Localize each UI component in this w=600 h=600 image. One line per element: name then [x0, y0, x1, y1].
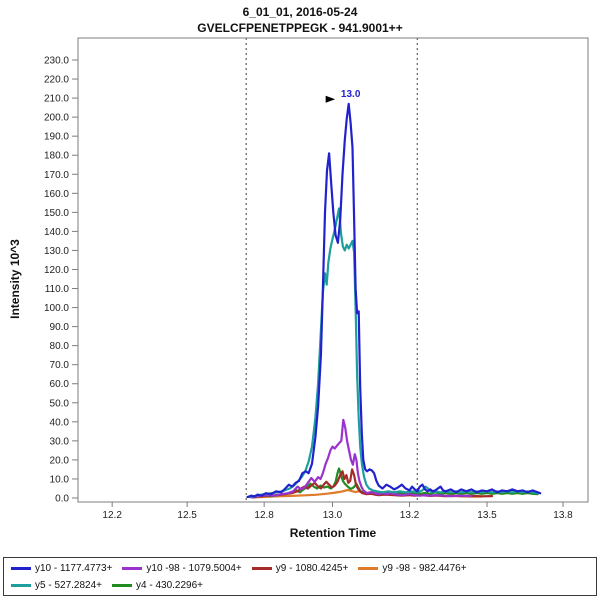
peak-retention-time-label: 13.0 — [341, 89, 361, 100]
x-tick-label: 13.8 — [553, 510, 573, 521]
legend-line-swatch-icon — [11, 566, 31, 570]
legend-label: y10 -98 - 1079.5004+ — [146, 562, 242, 574]
legend-item: y9 -98 - 982.4476+ — [358, 562, 467, 574]
legend: y10 - 1177.4773+ y10 -98 - 1079.5004+ y9 -… — [3, 557, 597, 596]
y-tick-label: 60.0 — [50, 379, 70, 390]
x-tick-label: 12.2 — [102, 510, 122, 521]
legend-line-swatch-icon — [251, 566, 272, 570]
y-tick-label: 160.0 — [44, 189, 69, 200]
legend-item: y10 - 1177.4773+ — [11, 563, 112, 574]
y-tick-label: 10.0 — [50, 474, 70, 485]
y-tick-label: 190.0 — [44, 132, 69, 143]
peak-annotation[interactable]: 13.0 — [325, 89, 361, 103]
y-tick-label: 200.0 — [44, 113, 69, 124]
y-tick-label: 170.0 — [44, 170, 69, 181]
chart-title-line2: GVELCFPENETPPEGK - 941.9001++ — [197, 20, 403, 35]
y-tick-label: 220.0 — [44, 75, 69, 86]
x-tick-label: 13.0 — [323, 510, 343, 521]
series-line-0 — [246, 102, 542, 499]
plot-frame — [77, 37, 589, 503]
peak-boundaries-group — [245, 38, 418, 502]
series-lines-group — [246, 102, 542, 499]
series-line-1 — [250, 418, 473, 499]
y-tick-label: 230.0 — [44, 56, 69, 67]
y-tick-label: 100.0 — [44, 303, 69, 314]
x-tick-label: 12.8 — [254, 510, 274, 521]
y-tick-label: 0.0 — [55, 494, 69, 505]
y-tick-label: 20.0 — [50, 455, 70, 466]
y-tick-label: 50.0 — [50, 398, 70, 409]
x-tick-label: 12.5 — [177, 510, 197, 521]
chart-title-line1: 6_01_01, 2016-05-24 — [242, 5, 358, 19]
legend-row-1: y10 - 1177.4773+ y10 -98 - 1079.5004+ y9 -… — [11, 561, 589, 575]
legend-label: y9 -98 - 982.4476+ — [382, 562, 467, 574]
y-tick-label: 180.0 — [44, 151, 69, 162]
y-axis-title: Intensity 10^3 — [8, 239, 22, 319]
y-tick-label: 110.0 — [45, 284, 70, 295]
axis-ticks-group: 12.2 12.5 12.8 13.0 13.2 13.5 13.8 0.0 10.0 20.0 3… — [44, 56, 573, 522]
x-tick-label: 13.2 — [400, 510, 420, 521]
legend-label: y4 - 430.2296+ — [136, 579, 203, 591]
chart-title: 6_01_01, 2016-05-24 GVELCFPENETPPEGK - 9… — [0, 5, 600, 36]
legend-line-swatch-icon — [112, 583, 132, 587]
x-tick-label: 13.5 — [477, 510, 497, 521]
y-tick-label: 130.0 — [44, 246, 69, 257]
y-tick-label: 90.0 — [50, 322, 70, 333]
y-tick-label: 70.0 — [50, 360, 70, 371]
legend-item: y9 - 1080.4245+ — [251, 562, 349, 574]
legend-label: y5 - 527.2824+ — [35, 579, 102, 591]
y-tick-label: 80.0 — [50, 341, 70, 352]
y-tick-label: 30.0 — [50, 436, 70, 447]
y-tick-label: 120.0 — [44, 265, 69, 276]
y-tick-label: 140.0 — [44, 227, 69, 238]
y-tick-label: 40.0 — [50, 417, 70, 428]
legend-line-swatch-icon — [11, 583, 31, 587]
x-axis-title: Retention Time — [289, 526, 377, 540]
legend-line-swatch-icon — [122, 566, 143, 570]
legend-line-swatch-icon — [358, 566, 379, 570]
peak-pointer-icon — [325, 95, 336, 103]
legend-item: y5 - 527.2824+ — [11, 580, 102, 591]
legend-item: y4 - 430.2296+ — [112, 580, 203, 591]
legend-item: y10 -98 - 1079.5004+ — [122, 562, 242, 574]
plot-area[interactable] — [78, 38, 588, 502]
legend-label: y10 - 1177.4773+ — [35, 562, 113, 574]
y-tick-label: 210.0 — [44, 94, 69, 105]
chromatogram-plot: 12.2 12.5 12.8 13.0 13.2 13.5 13.8 0.0 10.0 20.0 3… — [44, 37, 589, 522]
y-tick-label: 150.0 — [44, 208, 69, 219]
legend-row-2: y5 - 527.2824+ y4 - 430.2296+ — [11, 578, 589, 592]
legend-label: y9 - 1080.4245+ — [275, 562, 349, 574]
